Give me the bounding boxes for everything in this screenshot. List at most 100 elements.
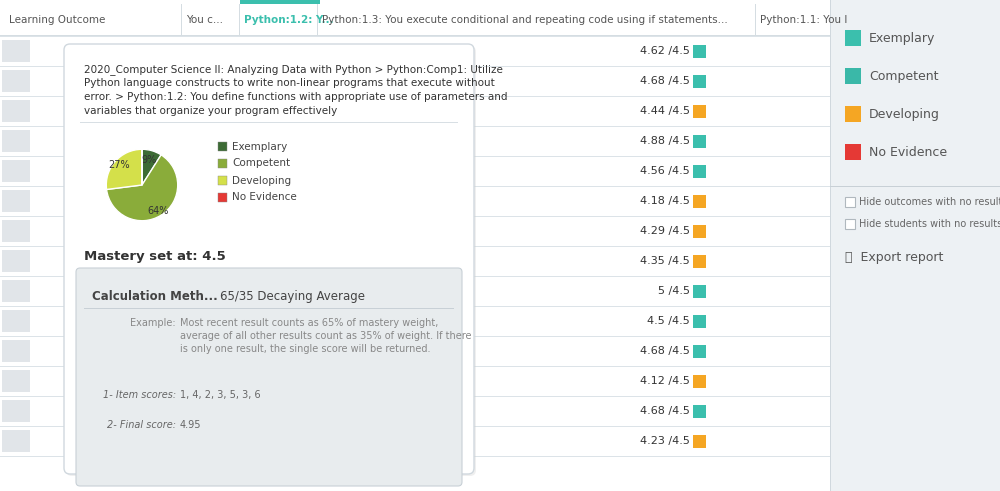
Bar: [2, 370, 30, 392]
Bar: [84, 308, 454, 309]
Bar: [2, 310, 30, 332]
Text: Learning Outcome: Learning Outcome: [9, 15, 105, 25]
Text: 4.88 /4.5: 4.88 /4.5: [640, 136, 690, 146]
Bar: [0, 96, 830, 97]
Bar: [218, 176, 227, 185]
Text: 2020_Computer Science II: Analyzing Data with Python > Python:Comp1: Utilize: 2020_Computer Science II: Analyzing Data…: [84, 64, 503, 75]
Text: Python:1.1: You l: Python:1.1: You l: [760, 15, 847, 25]
Bar: [693, 224, 706, 238]
Bar: [2, 280, 30, 302]
Text: 1, 4, 2, 3, 5, 3, 6: 1, 4, 2, 3, 5, 3, 6: [180, 390, 261, 400]
Text: 2- Final score:: 2- Final score:: [107, 420, 176, 430]
Bar: [181, 4, 182, 36]
Text: 4.23 /4.5: 4.23 /4.5: [640, 436, 690, 446]
Bar: [0, 156, 830, 157]
Text: Competent: Competent: [232, 159, 290, 168]
Bar: [0, 66, 830, 67]
Bar: [0, 396, 830, 397]
Text: error. > Python:1.2: You define functions with appropriate use of parameters and: error. > Python:1.2: You define function…: [84, 92, 508, 102]
Text: No Evidence: No Evidence: [232, 192, 297, 202]
Text: 4.62 /4.5: 4.62 /4.5: [640, 46, 690, 56]
Bar: [2, 430, 30, 452]
Text: Competent: Competent: [869, 70, 938, 82]
Text: No Evidence: No Evidence: [869, 145, 947, 159]
Bar: [218, 142, 227, 151]
Bar: [845, 106, 861, 122]
Bar: [317, 4, 318, 36]
Bar: [2, 400, 30, 422]
Bar: [2, 130, 30, 152]
Bar: [2, 100, 30, 122]
Bar: [2, 40, 30, 62]
Text: 4.29 /4.5: 4.29 /4.5: [640, 226, 690, 236]
FancyBboxPatch shape: [76, 268, 462, 486]
Bar: [2, 190, 30, 212]
Bar: [218, 193, 227, 202]
Bar: [0, 35, 830, 36]
Bar: [693, 375, 706, 387]
Bar: [693, 135, 706, 147]
Bar: [80, 122, 458, 123]
Text: Exemplary: Exemplary: [869, 31, 935, 45]
Text: Hide outcomes with no results: Hide outcomes with no results: [859, 197, 1000, 207]
Text: 4.12 /4.5: 4.12 /4.5: [640, 376, 690, 386]
Text: average of all other results count as 35% of weight. If there: average of all other results count as 35…: [180, 331, 472, 341]
Text: 27%: 27%: [108, 160, 130, 170]
Bar: [693, 435, 706, 447]
Wedge shape: [107, 155, 178, 221]
Bar: [0, 336, 830, 337]
Bar: [0, 426, 830, 427]
FancyBboxPatch shape: [64, 44, 474, 474]
Bar: [0, 456, 830, 457]
Bar: [218, 159, 227, 168]
Text: 4.56 /4.5: 4.56 /4.5: [232, 436, 282, 446]
Bar: [0, 276, 830, 277]
Text: 64%: 64%: [148, 206, 169, 216]
Text: 4.18 /4.5: 4.18 /4.5: [640, 196, 690, 206]
Bar: [240, 0, 320, 4]
Bar: [2, 160, 30, 182]
Text: 4.68 /4.5: 4.68 /4.5: [640, 76, 690, 86]
Bar: [693, 105, 706, 117]
Text: Python:1.2: Y...: Python:1.2: Y...: [244, 15, 334, 25]
Wedge shape: [142, 149, 161, 185]
Bar: [845, 197, 855, 207]
Bar: [0, 0, 830, 491]
Bar: [0, 186, 830, 187]
Text: 4.44 /4.5: 4.44 /4.5: [640, 106, 690, 116]
Text: Developing: Developing: [232, 175, 291, 186]
FancyBboxPatch shape: [66, 46, 476, 476]
Bar: [693, 254, 706, 268]
Bar: [0, 126, 830, 127]
Bar: [0, 216, 830, 217]
Bar: [0, 246, 830, 247]
Text: 4.68 /4.5: 4.68 /4.5: [640, 406, 690, 416]
Bar: [830, 186, 1000, 187]
Text: Python:1.3: You execute conditional and repeating code using if statements...: Python:1.3: You execute conditional and …: [322, 15, 728, 25]
Wedge shape: [106, 149, 142, 190]
Text: Hide students with no results: Hide students with no results: [859, 219, 1000, 229]
Text: Python language constructs to write non-linear programs that execute without: Python language constructs to write non-…: [84, 78, 495, 88]
Bar: [845, 219, 855, 229]
Bar: [0, 306, 830, 307]
Bar: [845, 68, 861, 84]
Bar: [2, 250, 30, 272]
Text: variables that organize your program effectively: variables that organize your program eff…: [84, 106, 337, 116]
Text: Calculation Meth...: Calculation Meth...: [92, 290, 218, 303]
Text: Mastery set at: 4.5: Mastery set at: 4.5: [84, 250, 226, 263]
Text: 4.68 /4.5: 4.68 /4.5: [640, 346, 690, 356]
Bar: [2, 340, 30, 362]
Text: You c...: You c...: [186, 15, 223, 25]
Bar: [830, 0, 831, 491]
Text: 9%: 9%: [142, 155, 157, 165]
Bar: [693, 405, 706, 417]
Bar: [693, 315, 706, 327]
Bar: [2, 220, 30, 242]
Bar: [845, 30, 861, 46]
Text: is only one result, the single score will be returned.: is only one result, the single score wil…: [180, 344, 430, 354]
Text: Most recent result counts as 65% of mastery weight,: Most recent result counts as 65% of mast…: [180, 318, 438, 328]
Text: 4.56 /4.5: 4.56 /4.5: [640, 166, 690, 176]
Text: 4.5 /4.5: 4.5 /4.5: [647, 316, 690, 326]
Bar: [0, 36, 830, 37]
Bar: [693, 194, 706, 208]
